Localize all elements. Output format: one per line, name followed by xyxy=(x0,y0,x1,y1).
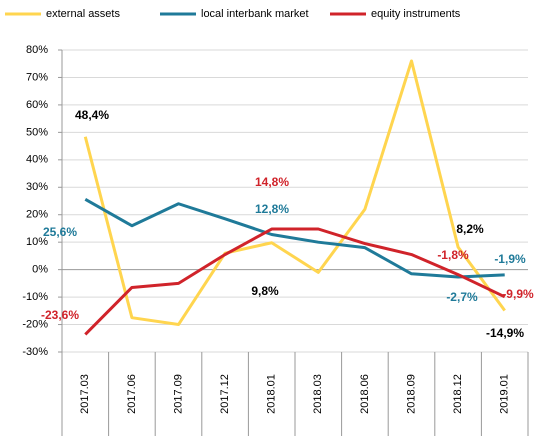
y-tick-label: 10% xyxy=(26,236,48,248)
data-label: 25,6% xyxy=(43,225,77,239)
legend-label: equity instruments xyxy=(371,8,461,20)
y-tick-label: 30% xyxy=(26,181,48,193)
y-tick-label: 70% xyxy=(26,71,48,83)
data-label: 48,4% xyxy=(75,108,109,122)
x-tick-label: 2019.01 xyxy=(499,374,511,414)
y-tick-label: -20% xyxy=(22,318,48,330)
data-label: 14,8% xyxy=(255,175,289,189)
x-tick-label: 2017.06 xyxy=(126,374,138,414)
data-label: -14,9% xyxy=(486,326,524,340)
x-tick-label: 2018.03 xyxy=(312,374,324,414)
legend-label: external assets xyxy=(46,8,120,20)
y-tick-label: 0% xyxy=(32,264,48,276)
data-label: -1,8% xyxy=(437,248,469,262)
data-label: -23,6% xyxy=(41,308,79,322)
x-tick-label: 2017.12 xyxy=(219,374,231,414)
x-tick-label: 2017.03 xyxy=(79,374,91,414)
legend-label: local interbank market xyxy=(201,8,309,20)
y-tick-label: 80% xyxy=(26,44,48,56)
y-tick-label: 20% xyxy=(26,209,48,221)
data-label: -2,7% xyxy=(446,290,478,304)
data-label: 9,8% xyxy=(251,284,279,298)
data-label: 12,8% xyxy=(255,202,289,216)
data-label: -9,9% xyxy=(502,287,534,301)
x-tick-label: 2017.09 xyxy=(172,374,184,414)
y-tick-label: -30% xyxy=(22,346,48,358)
y-tick-label: -10% xyxy=(22,291,48,303)
series-line xyxy=(84,198,505,279)
x-tick-label: 2018.06 xyxy=(359,374,371,414)
series-line xyxy=(83,59,506,327)
y-tick-label: 60% xyxy=(26,99,48,111)
x-tick-label: 2018.01 xyxy=(266,374,278,414)
data-label: -1,9% xyxy=(494,252,526,266)
y-tick-label: 40% xyxy=(26,154,48,166)
x-tick-label: 2018.12 xyxy=(452,374,464,414)
y-tick-label: 50% xyxy=(26,126,48,138)
data-label: 8,2% xyxy=(456,222,484,236)
series-line xyxy=(84,227,506,336)
x-tick-label: 2018.09 xyxy=(405,374,417,414)
